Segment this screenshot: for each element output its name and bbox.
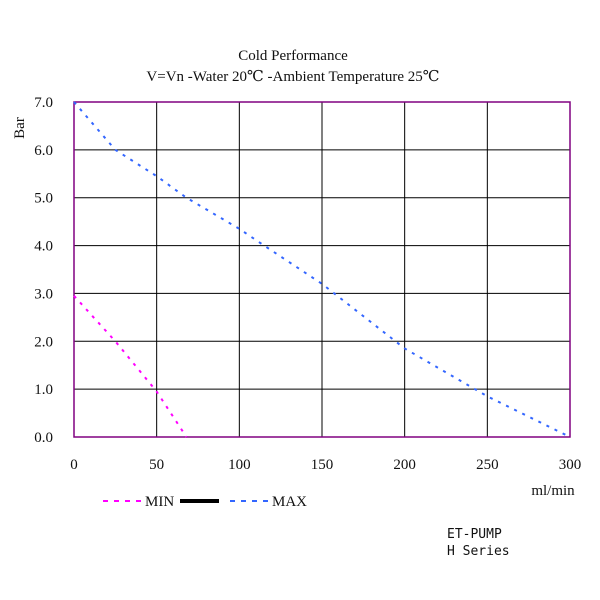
chart-title: Cold Performance [238, 48, 348, 64]
x-tick-label: 100 [228, 457, 251, 473]
y-tick-label: 7.0 [34, 95, 53, 111]
x-tick-label: 150 [311, 457, 334, 473]
y-tick-label: 5.0 [34, 191, 53, 207]
y-tick-label: 6.0 [34, 143, 53, 159]
series-label: H Series [447, 544, 510, 559]
x-tick-label: 250 [476, 457, 499, 473]
series-line-min [73, 295, 188, 438]
y-tick-label: 3.0 [34, 286, 53, 302]
plot-border [73, 101, 571, 438]
legend: MIN MAX [103, 494, 307, 510]
y-tick-label: 0.0 [34, 430, 53, 446]
legend-max-label: MAX [272, 494, 307, 510]
y-tick-label: 1.0 [34, 382, 53, 398]
x-tick-label: 300 [559, 457, 582, 473]
legend-min-label: MIN [145, 494, 174, 510]
y-tick-label: 4.0 [34, 239, 53, 255]
x-tick-label: 50 [149, 457, 164, 473]
y-axis-label: Bar [12, 117, 28, 139]
chart-subtitle: V=Vn -Water 20℃ -Ambient Temperature 25℃ [146, 69, 439, 85]
x-axis-label: ml/min [531, 483, 575, 499]
x-tick-label: 200 [393, 457, 416, 473]
x-tick-label: 0 [70, 457, 78, 473]
brand-label: ET-PUMP [447, 527, 502, 542]
y-tick-label: 2.0 [34, 334, 53, 350]
series-line-max [73, 101, 571, 438]
